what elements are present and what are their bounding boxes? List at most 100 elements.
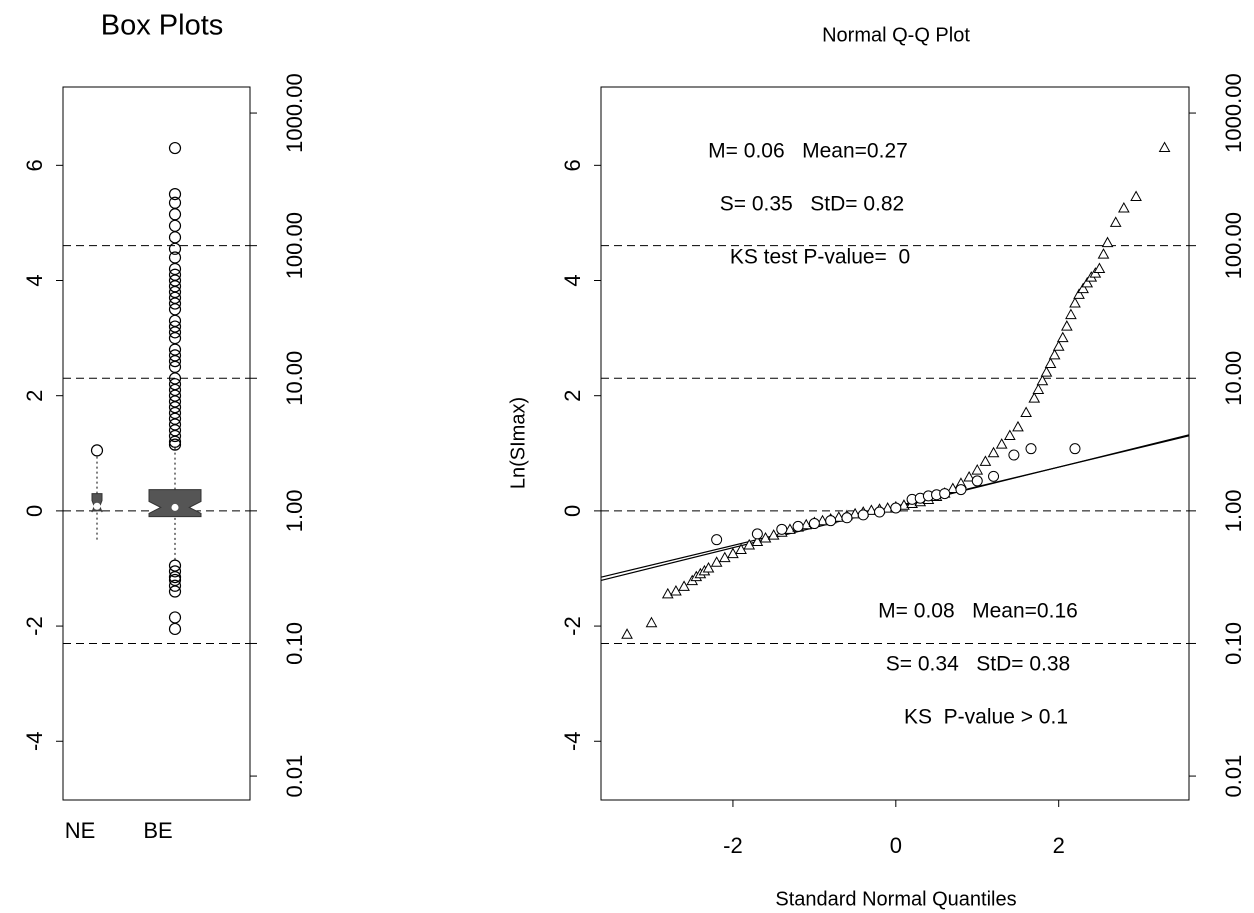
triangle-point	[1048, 348, 1061, 360]
triangle-point	[1044, 357, 1057, 369]
y-tick-label: -2	[560, 616, 585, 636]
triangle-point	[1065, 308, 1077, 320]
outlier	[168, 585, 182, 598]
triangle-point	[1032, 383, 1045, 394]
circle-point	[1008, 449, 1020, 461]
y-tick-label: 4	[560, 274, 585, 286]
y2-tick-label: 10.00	[282, 351, 307, 406]
triangle-point	[1077, 282, 1089, 294]
y-tick-label: -2	[22, 616, 47, 636]
y2-tick-label: 1000.00	[1221, 73, 1246, 153]
annotation: M= 0.08 Mean=0.16	[878, 600, 1078, 623]
y-tick-label: 2	[560, 390, 585, 402]
triangle-point	[1036, 374, 1049, 386]
y-axis-label: Ln(SImax)	[507, 397, 529, 489]
box	[148, 489, 202, 518]
triangle-point	[1101, 236, 1114, 248]
circle-point	[955, 484, 967, 496]
outlier	[168, 438, 182, 451]
y-tick-label: 0	[560, 505, 585, 517]
triangle-point	[1093, 262, 1106, 273]
qq-title: Normal Q-Q Plot	[822, 24, 970, 46]
outlier	[168, 188, 182, 201]
triangle-point	[1060, 320, 1073, 331]
outlier	[168, 622, 182, 636]
outlier	[168, 611, 182, 624]
circle-point	[971, 475, 983, 487]
outlier	[168, 242, 182, 255]
y2-tick-label: 0.01	[1221, 755, 1246, 798]
circle-point	[711, 534, 723, 546]
triangle-point	[1073, 288, 1085, 299]
circle-point	[988, 470, 1000, 482]
triangle-point	[735, 543, 747, 555]
outlier	[168, 219, 182, 232]
triangle-point	[751, 535, 764, 546]
circle-point	[841, 512, 853, 524]
annotation: S= 0.34 StD= 0.38	[886, 653, 1070, 676]
y-tick-label: 0	[22, 505, 47, 517]
median	[93, 502, 101, 510]
outlier	[168, 571, 182, 584]
y-tick-label: -4	[560, 731, 585, 751]
triangle-point	[1081, 276, 1094, 288]
x-tick-label: 2	[1053, 833, 1065, 858]
triangle-point	[1109, 216, 1122, 227]
outlier	[168, 251, 182, 264]
triangle-point	[1052, 340, 1065, 351]
triangle-point	[963, 470, 975, 482]
circle-point	[890, 502, 902, 514]
circle-point	[939, 488, 951, 500]
qq-frame	[600, 86, 1190, 801]
triangle-point	[898, 499, 910, 510]
triangle-point	[1012, 420, 1024, 432]
triangle-point	[661, 587, 674, 599]
triangle-point	[767, 529, 780, 540]
x-axis-label: Standard Normal Quantiles	[775, 888, 1016, 910]
outlier	[168, 355, 182, 368]
y2-tick-label: 1.00	[1221, 489, 1246, 532]
triangle-point	[743, 538, 756, 550]
triangle-point	[1056, 331, 1069, 343]
triangle-point	[865, 504, 878, 515]
triangle-point	[1003, 429, 1016, 441]
y2-tick-label: 100.00	[282, 212, 307, 279]
median	[171, 503, 179, 511]
triangle-point	[849, 507, 861, 519]
triangle-point	[995, 438, 1008, 449]
annotation: M= 0.06 Mean=0.27	[708, 140, 908, 163]
circle-point	[1069, 443, 1081, 455]
circle-point	[874, 506, 886, 518]
triangle-point	[1158, 141, 1171, 153]
triangle-point	[645, 616, 658, 628]
x-tick-label: BE	[143, 818, 172, 843]
triangle-point	[678, 580, 690, 591]
triangle-point	[816, 514, 829, 526]
triangle-point	[881, 502, 894, 513]
triangle-point	[621, 628, 633, 639]
y2-tick-label: 10.00	[1221, 351, 1246, 406]
triangle-point	[832, 511, 845, 522]
triangle-point	[1020, 406, 1032, 417]
outlier	[168, 208, 182, 221]
triangle-point	[979, 455, 992, 466]
box-title: Box Plots	[101, 10, 224, 42]
y2-tick-label: 0.10	[1221, 622, 1246, 665]
outlier	[168, 231, 182, 244]
triangle-point	[710, 556, 723, 567]
x-tick-label: NE	[65, 818, 96, 843]
y2-tick-label: 1000.00	[282, 73, 307, 153]
triangle-point	[1069, 297, 1081, 308]
circle-point	[1025, 443, 1037, 455]
y-tick-label: 6	[560, 159, 585, 171]
circle-point	[857, 509, 869, 521]
outlier	[168, 429, 182, 443]
triangle-point	[784, 523, 796, 534]
triangle-point	[718, 551, 731, 563]
y2-tick-label: 100.00	[1221, 212, 1246, 279]
triangle-point	[1040, 366, 1053, 377]
y-tick-label: 6	[22, 159, 47, 171]
triangle-point	[1097, 248, 1110, 259]
annotation: KS test P-value= 0	[730, 246, 910, 269]
